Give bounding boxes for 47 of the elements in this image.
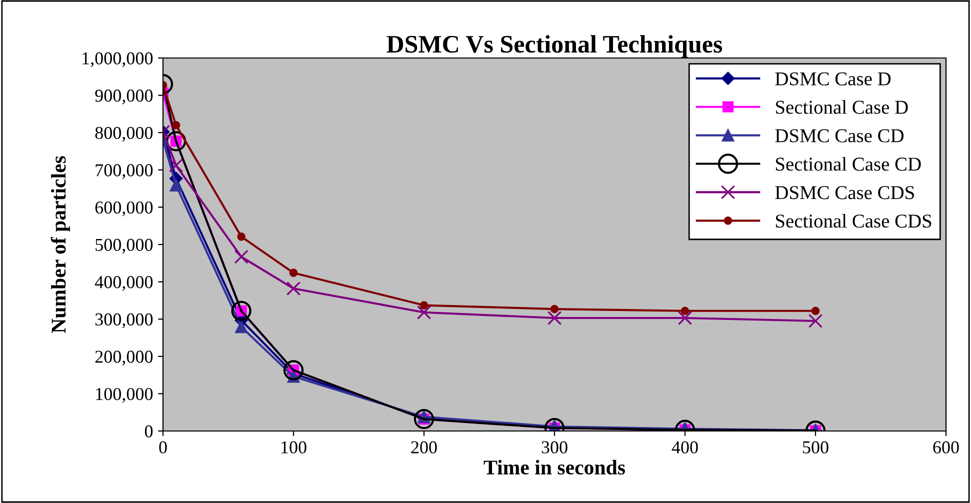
x-tick-label: 600 xyxy=(933,441,959,454)
legend-label: DSMC Case CD xyxy=(775,129,904,142)
point xyxy=(172,120,180,130)
y-tick-label: 400,000 xyxy=(94,276,153,291)
y-axis-title: Number of particles xyxy=(50,156,70,334)
point xyxy=(234,250,248,264)
point xyxy=(231,300,252,321)
point xyxy=(283,360,304,380)
point xyxy=(808,314,823,328)
point xyxy=(550,304,559,314)
point xyxy=(235,320,248,334)
x-tick-label: 200 xyxy=(411,441,437,454)
x-tick-label: 300 xyxy=(542,441,568,454)
x-tick-label: 500 xyxy=(803,441,828,454)
legend-label: Sectional Case D xyxy=(776,100,908,114)
y-tick-label: 100,000 xyxy=(96,388,153,403)
point xyxy=(286,281,301,296)
point xyxy=(811,306,820,316)
point xyxy=(420,301,428,310)
point xyxy=(166,131,186,152)
y-tick-label: 200,000 xyxy=(95,350,153,366)
point xyxy=(416,305,432,320)
point xyxy=(237,232,246,241)
x-axis-title: Time in seconds xyxy=(484,460,625,475)
y-tick-label: 1,000,000 xyxy=(82,52,153,68)
x-tick-label: 0 xyxy=(159,441,167,454)
point xyxy=(414,408,434,430)
chart-title: DSMC Vs Sectional Techniques xyxy=(386,35,722,58)
point xyxy=(170,178,182,192)
point xyxy=(680,306,690,316)
y-tick-label: 700,000 xyxy=(96,164,153,179)
point xyxy=(678,310,692,326)
x-tick-label: 100 xyxy=(282,441,306,454)
y-tick-label: 900,000 xyxy=(95,90,153,104)
legend-label: Sectional Case CD xyxy=(776,157,921,171)
point xyxy=(289,268,298,278)
y-tick-label: 800,000 xyxy=(95,126,153,142)
x-tick-label: 400 xyxy=(672,441,698,454)
y-tick-label: 500,000 xyxy=(96,238,153,254)
y-tick-label: 600,000 xyxy=(95,201,153,216)
legend-label: DSMC Case CDS xyxy=(775,186,914,200)
point xyxy=(547,310,562,326)
legend-label: Sectional Case CDS xyxy=(776,214,932,228)
y-tick-label: 300,000 xyxy=(95,313,153,328)
y-tick-label: 0 xyxy=(144,425,153,438)
point xyxy=(168,158,184,173)
legend-label: DSMC Case D xyxy=(775,72,891,86)
